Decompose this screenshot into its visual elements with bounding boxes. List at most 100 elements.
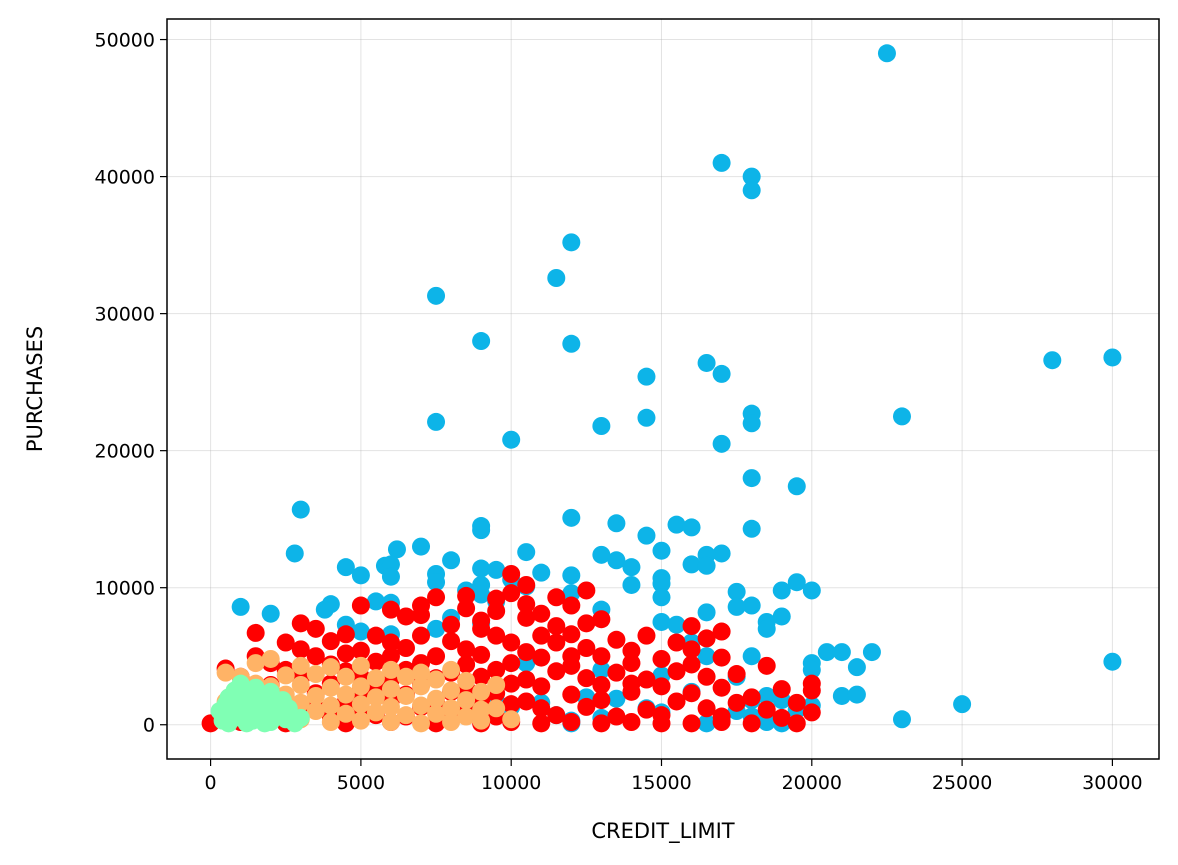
data-point <box>396 686 415 705</box>
data-point <box>547 662 566 681</box>
data-point <box>637 626 656 645</box>
data-point <box>742 181 761 200</box>
data-point <box>652 677 671 696</box>
data-point <box>577 669 596 688</box>
data-point <box>652 588 671 607</box>
data-point <box>351 695 370 714</box>
data-points <box>201 44 1122 733</box>
data-point <box>291 640 310 659</box>
data-point <box>502 654 521 673</box>
data-point <box>622 674 641 693</box>
data-point <box>622 575 641 594</box>
data-point <box>817 643 836 662</box>
data-point <box>457 671 476 690</box>
y-tick-label: 50000 <box>95 30 155 52</box>
data-point <box>802 660 821 679</box>
data-point <box>487 626 506 645</box>
data-point <box>457 691 476 710</box>
data-point <box>351 711 370 730</box>
data-point <box>487 660 506 679</box>
data-point <box>1043 351 1062 370</box>
data-point <box>427 704 446 723</box>
data-point <box>427 670 446 689</box>
x-tick-label: 10000 <box>481 772 541 794</box>
data-point <box>637 670 656 689</box>
data-point <box>487 602 506 620</box>
data-point <box>787 693 806 712</box>
data-point <box>742 167 761 186</box>
data-point <box>306 686 325 705</box>
data-point <box>427 689 446 708</box>
data-point <box>381 633 400 652</box>
data-point <box>472 682 491 701</box>
data-point <box>321 713 340 731</box>
data-point <box>502 674 521 693</box>
data-point <box>532 677 551 696</box>
data-point <box>502 430 521 449</box>
data-point <box>216 663 235 682</box>
data-point <box>772 581 791 600</box>
data-point <box>442 551 461 570</box>
y-tick-label: 30000 <box>95 304 155 326</box>
data-point <box>592 676 611 694</box>
data-point <box>592 417 611 435</box>
data-point <box>847 658 866 677</box>
x-tick-label: 30000 <box>1082 772 1142 794</box>
data-point <box>457 640 476 659</box>
data-point <box>381 567 400 586</box>
data-point <box>592 660 611 679</box>
data-point <box>381 697 400 716</box>
data-point <box>652 649 671 668</box>
data-point <box>682 640 701 659</box>
data-point <box>472 585 491 604</box>
y-tick-label: 10000 <box>95 578 155 600</box>
data-point <box>412 663 431 682</box>
data-point <box>757 686 776 705</box>
series-2 <box>216 649 521 733</box>
data-point <box>457 655 476 674</box>
data-point <box>697 714 716 733</box>
data-point <box>697 667 716 686</box>
data-point <box>562 713 581 731</box>
data-point <box>712 153 731 172</box>
data-point <box>607 630 626 649</box>
data-point <box>261 649 280 668</box>
data-point <box>592 691 611 710</box>
data-point <box>381 680 400 699</box>
data-point <box>712 713 731 731</box>
y-tick-label: 0 <box>143 715 155 737</box>
data-point <box>712 434 731 453</box>
data-point <box>321 658 340 677</box>
data-point <box>892 710 911 729</box>
x-tick-label: 25000 <box>932 772 992 794</box>
data-point <box>757 619 776 638</box>
data-point <box>306 647 325 666</box>
data-point <box>532 626 551 645</box>
data-point <box>442 699 461 718</box>
y-tick-label: 40000 <box>95 167 155 189</box>
data-point <box>652 574 671 593</box>
data-point <box>412 537 431 556</box>
data-point <box>1103 652 1122 671</box>
data-point <box>427 286 446 305</box>
data-point <box>787 714 806 733</box>
data-point <box>637 700 656 719</box>
data-point <box>387 540 406 559</box>
data-point <box>727 582 746 601</box>
data-point <box>802 681 821 700</box>
data-point <box>351 596 370 615</box>
y-axis-ticks: 0 10000 20000 30000 40000 50000 <box>95 30 167 737</box>
data-point <box>592 610 611 629</box>
data-point <box>847 685 866 704</box>
data-point <box>667 615 686 634</box>
data-point <box>351 677 370 696</box>
data-point <box>321 678 340 697</box>
data-point <box>787 477 806 496</box>
data-point <box>517 575 536 594</box>
data-point <box>517 608 536 627</box>
data-point <box>697 699 716 718</box>
data-point <box>517 543 536 562</box>
data-point <box>487 676 506 694</box>
data-point <box>787 573 806 592</box>
data-point <box>291 676 310 694</box>
